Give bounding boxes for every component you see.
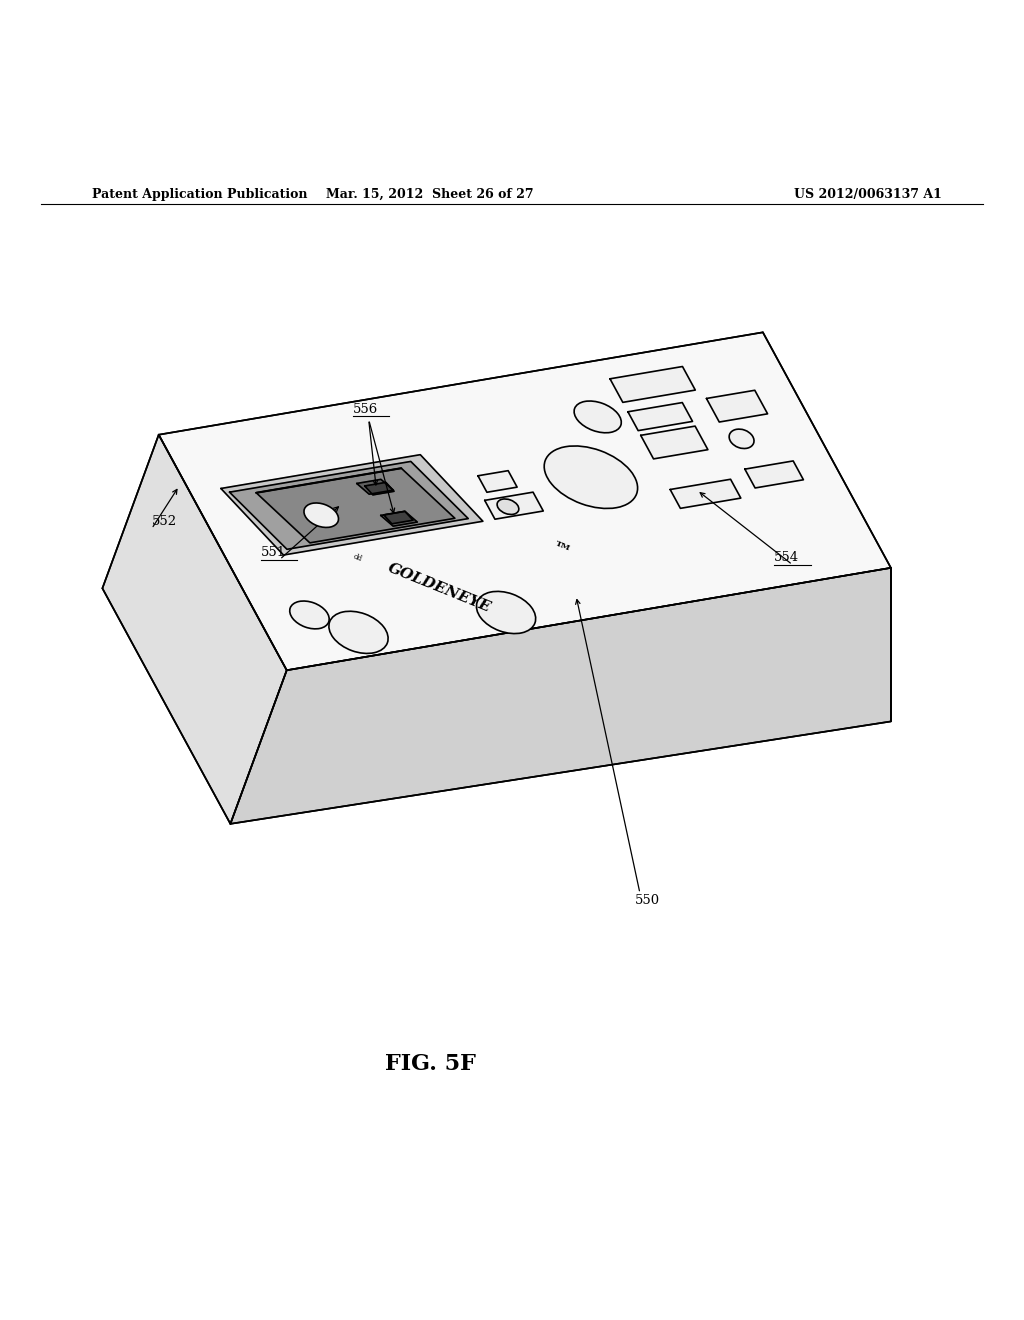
Text: 551: 551 <box>261 546 287 558</box>
Polygon shape <box>356 479 393 494</box>
Text: GOLDENEYE: GOLDENEYE <box>386 561 494 615</box>
Polygon shape <box>484 492 544 519</box>
Text: 554: 554 <box>774 552 800 564</box>
Polygon shape <box>102 434 287 824</box>
Text: dd: dd <box>352 553 364 564</box>
Ellipse shape <box>304 503 339 528</box>
Polygon shape <box>641 426 708 459</box>
Polygon shape <box>744 461 804 488</box>
Ellipse shape <box>329 611 388 653</box>
Polygon shape <box>381 511 418 527</box>
Ellipse shape <box>729 429 754 449</box>
Text: 550: 550 <box>635 894 660 907</box>
Ellipse shape <box>476 591 536 634</box>
Polygon shape <box>628 403 692 430</box>
Polygon shape <box>384 511 413 524</box>
Text: FIG. 5F: FIG. 5F <box>385 1053 475 1076</box>
Polygon shape <box>159 333 891 671</box>
Polygon shape <box>229 462 468 549</box>
Ellipse shape <box>497 499 519 515</box>
Polygon shape <box>230 568 891 824</box>
Ellipse shape <box>544 446 638 508</box>
Polygon shape <box>365 482 394 495</box>
Text: TM: TM <box>554 540 571 553</box>
Ellipse shape <box>290 601 329 628</box>
Text: 552: 552 <box>152 515 177 528</box>
Text: Mar. 15, 2012  Sheet 26 of 27: Mar. 15, 2012 Sheet 26 of 27 <box>327 187 534 201</box>
Polygon shape <box>256 469 455 543</box>
Ellipse shape <box>574 401 622 433</box>
Polygon shape <box>707 391 768 422</box>
Text: Patent Application Publication: Patent Application Publication <box>92 187 307 201</box>
Polygon shape <box>221 454 483 554</box>
Polygon shape <box>610 367 695 403</box>
Text: US 2012/0063137 A1: US 2012/0063137 A1 <box>795 187 942 201</box>
Text: 556: 556 <box>353 403 379 416</box>
Polygon shape <box>670 479 740 508</box>
Polygon shape <box>478 471 517 492</box>
